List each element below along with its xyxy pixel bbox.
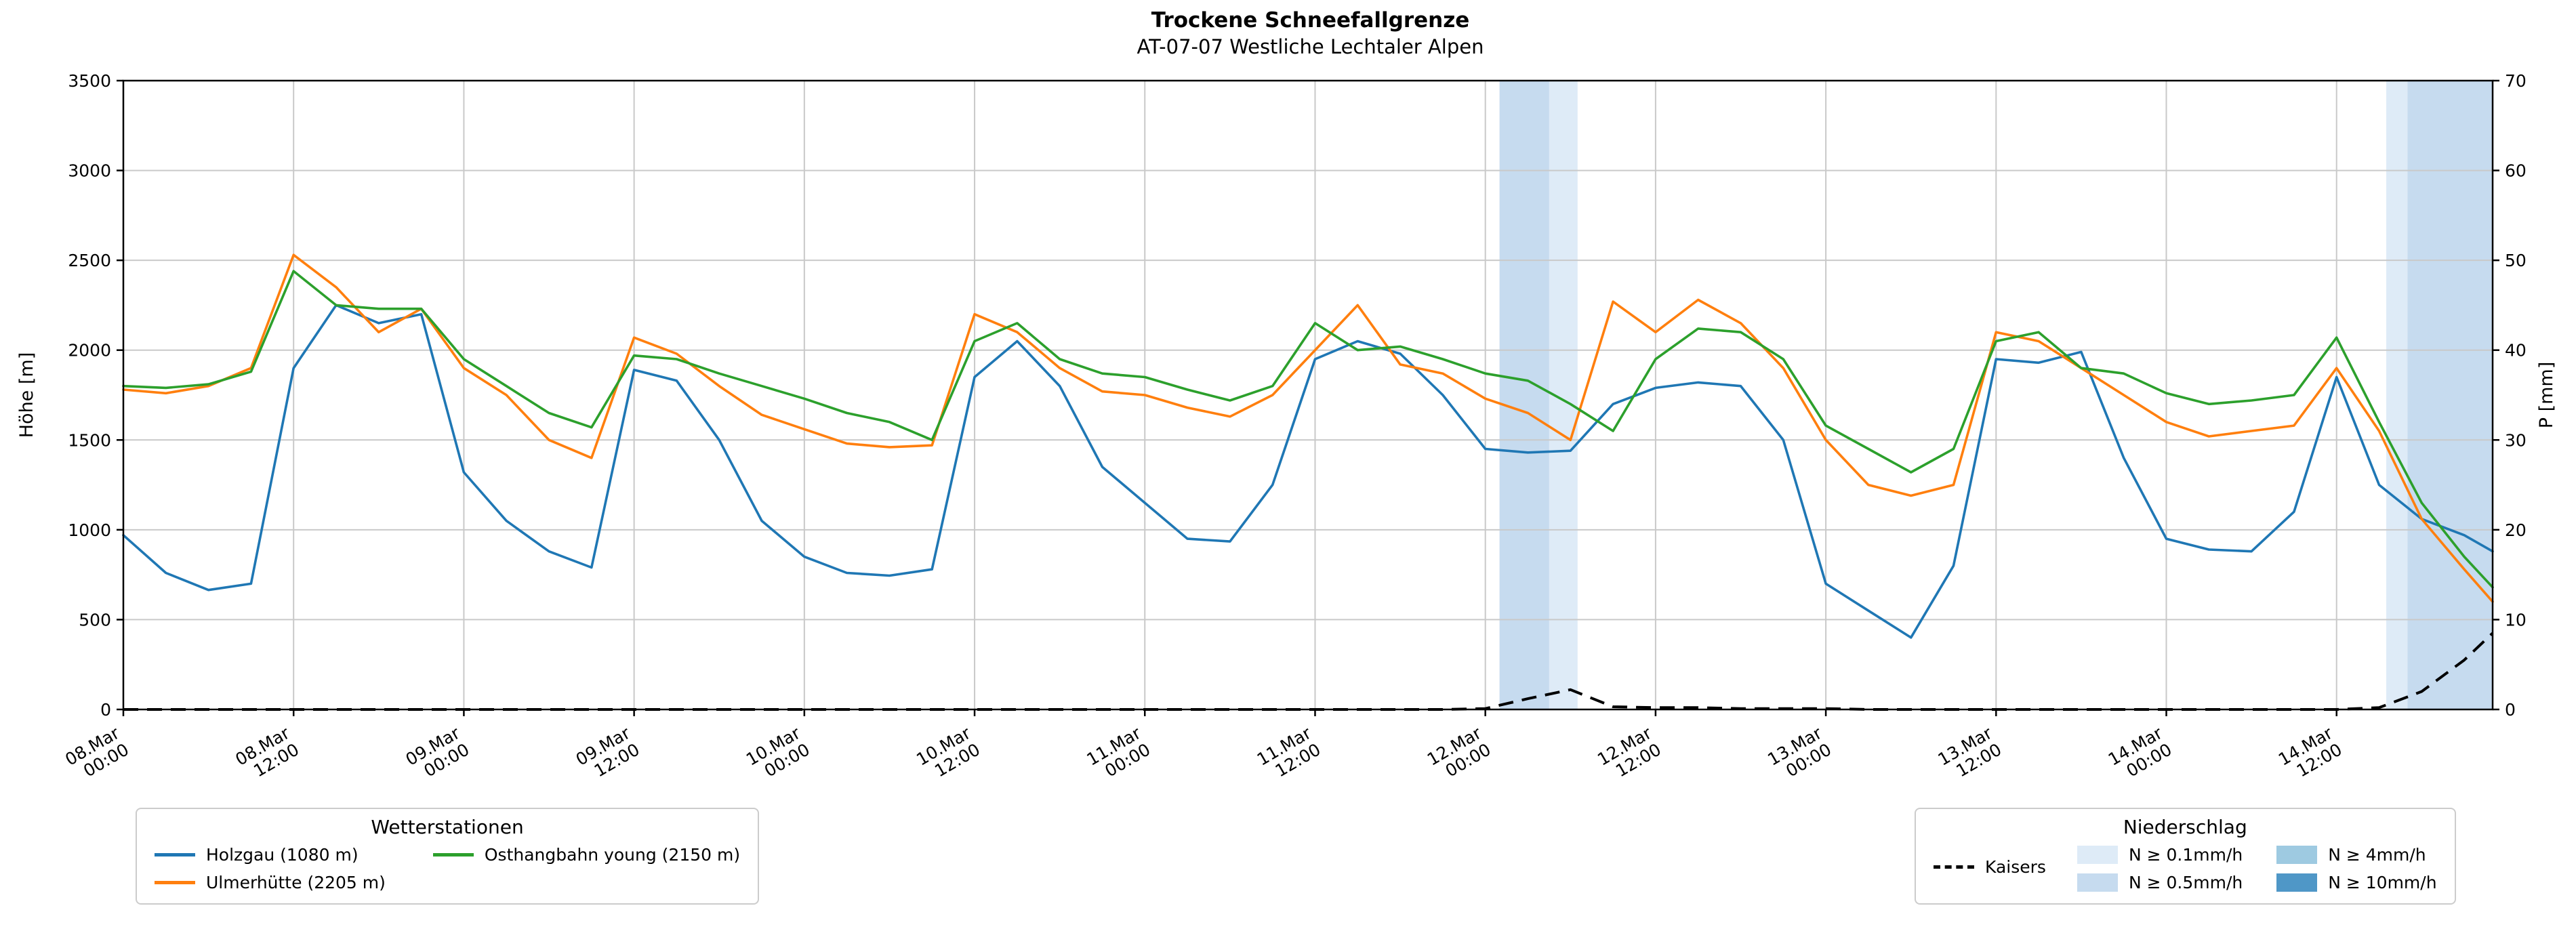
svg-text:1000: 1000 — [68, 520, 111, 540]
svg-text:09.Mar12:00: 09.Mar12:00 — [573, 723, 643, 786]
legend-item-level-01: N ≥ 0.1mm/h — [2077, 845, 2243, 865]
holzgau-line-sample — [155, 853, 195, 856]
svg-text:40: 40 — [2505, 341, 2527, 360]
chart-title: Trockene Schneefallgrenze — [1151, 8, 1470, 33]
svg-text:10.Mar00:00: 10.Mar00:00 — [743, 723, 813, 786]
level-10-label: N ≥ 10mm/h — [2328, 873, 2437, 892]
legend-niederschlag-title: Niederschlag — [2123, 816, 2247, 838]
svg-text:0: 0 — [100, 700, 111, 720]
level-4-label: N ≥ 4mm/h — [2328, 845, 2426, 865]
svg-text:14.Mar00:00: 14.Mar00:00 — [2105, 723, 2175, 786]
svg-text:70: 70 — [2505, 71, 2527, 91]
svg-text:13.Mar12:00: 13.Mar12:00 — [1935, 723, 2005, 786]
svg-text:500: 500 — [79, 610, 111, 629]
legend-item-level-05: N ≥ 0.5mm/h — [2077, 873, 2243, 892]
svg-text:Höhe [m]: Höhe [m] — [16, 352, 37, 438]
level-4-patch — [2276, 846, 2318, 864]
osthangbahn-line-sample — [432, 853, 474, 856]
osthangbahn-label: Osthangbahn young (2150 m) — [484, 845, 741, 865]
level-05-label: N ≥ 0.5mm/h — [2128, 873, 2243, 892]
svg-text:12.Mar00:00: 12.Mar00:00 — [1424, 723, 1494, 786]
svg-text:14.Mar12:00: 14.Mar12:00 — [2275, 723, 2346, 786]
legend-wetterstationen-title: Wetterstationen — [371, 816, 524, 838]
svg-text:20: 20 — [2505, 520, 2527, 540]
svg-text:60: 60 — [2505, 161, 2527, 181]
svg-text:10.Mar12:00: 10.Mar12:00 — [913, 723, 983, 786]
legend-wetterstationen: Wetterstationen Holzgau (1080 m) Ulmerhü… — [136, 808, 760, 905]
legend-item-kaisers: Kaisers — [1934, 857, 2046, 877]
legend-item-osthangbahn: Osthangbahn young (2150 m) — [432, 845, 741, 865]
legend-niederschlag: Niederschlag Kaisers N ≥ 0.1mm/h N ≥ 0.5… — [1915, 808, 2456, 905]
svg-text:3000: 3000 — [68, 161, 111, 181]
svg-text:1500: 1500 — [68, 430, 111, 450]
legend-item-level-4: N ≥ 4mm/h — [2276, 845, 2436, 865]
legend-item-holzgau: Holzgau (1080 m) — [155, 845, 386, 865]
svg-text:2500: 2500 — [68, 251, 111, 270]
svg-text:0: 0 — [2505, 700, 2516, 720]
svg-text:50: 50 — [2505, 251, 2527, 270]
level-01-label: N ≥ 0.1mm/h — [2128, 845, 2243, 865]
svg-text:08.Mar00:00: 08.Mar00:00 — [62, 723, 132, 786]
svg-text:3500: 3500 — [68, 71, 111, 91]
svg-text:10: 10 — [2505, 610, 2527, 629]
legend-item-ulmerhuette: Ulmerhütte (2205 m) — [155, 873, 386, 892]
level-10-patch — [2276, 873, 2318, 892]
svg-text:13.Mar00:00: 13.Mar00:00 — [1764, 723, 1835, 786]
svg-text:08.Mar12:00: 08.Mar12:00 — [232, 723, 302, 786]
ulmerhuette-line-sample — [155, 881, 195, 884]
svg-text:12.Mar12:00: 12.Mar12:00 — [1594, 723, 1664, 786]
svg-text:11.Mar00:00: 11.Mar00:00 — [1084, 723, 1154, 786]
kaisers-dashed-line-sample — [1934, 865, 1974, 869]
chart-subtitle: AT-07-07 Westliche Lechtaler Alpen — [1137, 35, 1484, 58]
level-01-patch — [2077, 846, 2118, 864]
legend-item-level-10: N ≥ 10mm/h — [2276, 873, 2437, 892]
kaisers-label: Kaisers — [1985, 857, 2046, 877]
holzgau-label: Holzgau (1080 m) — [206, 845, 359, 865]
svg-text:2000: 2000 — [68, 341, 111, 360]
svg-text:30: 30 — [2505, 430, 2527, 450]
svg-text:09.Mar00:00: 09.Mar00:00 — [403, 723, 473, 786]
svg-text:P [mm]: P [mm] — [2536, 362, 2557, 429]
svg-text:11.Mar12:00: 11.Mar12:00 — [1254, 723, 1324, 786]
ulmerhuette-label: Ulmerhütte (2205 m) — [206, 873, 386, 892]
level-05-patch — [2077, 873, 2118, 892]
